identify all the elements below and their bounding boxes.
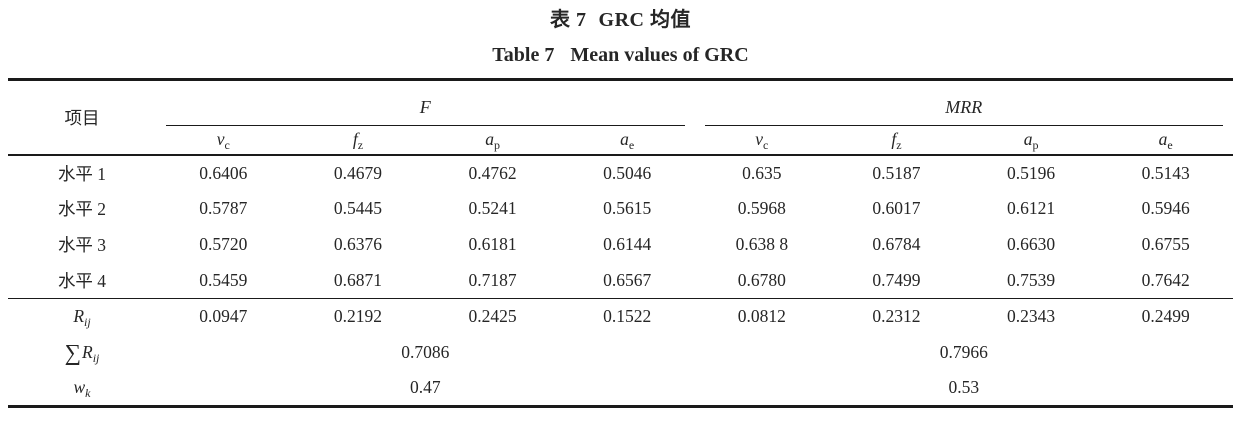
data-cell: 0.5615 <box>603 198 652 218</box>
header-col-f-ae: ae <box>559 125 695 156</box>
header-col-mrr-ae: ae <box>1098 125 1233 156</box>
data-cell: 0.5459 <box>199 269 248 290</box>
row-label: 水平 4 <box>57 270 107 291</box>
weight-f-cell: 0.47 <box>409 377 441 398</box>
header-group-row: 项目 F MRR <box>8 79 1234 156</box>
data-cell: 0.4762 <box>468 162 517 183</box>
header-col-f-fz: fz <box>290 125 426 156</box>
table-row-level-4: 水平 4 0.5459 0.6871 0.7187 0.6567 0.6780 0.7499… <box>8 263 1233 299</box>
header-sub-row: vc fz ap ae vc fz ap ae <box>8 125 1233 156</box>
sum-f-cell: 0.7086 <box>401 342 450 362</box>
row-label: 水平 2 <box>57 199 107 219</box>
data-cell: 0.0812 <box>694 298 830 335</box>
data-cell: 0.5241 <box>468 198 517 218</box>
table-row-range: Rij 0.0947 0.2192 0.2425 0.1522 0.0812 0.2312 0… <box>8 298 1233 335</box>
table-caption-en-number: Table 7 <box>492 44 555 66</box>
header-item-label: 项目 <box>64 107 100 128</box>
data-cell: 0.5445 <box>333 198 382 218</box>
table-caption-en-text: Mean values of GRC <box>570 44 749 66</box>
data-cell: 0.7499 <box>872 269 921 290</box>
data-cell: 0.6406 <box>199 162 248 183</box>
header-group-f-label: F <box>166 89 685 126</box>
data-cell: 0.6121 <box>1007 198 1056 218</box>
header-col-mrr-vc: vc <box>694 125 830 156</box>
header-group-f: F <box>156 80 695 126</box>
data-cell: 0.5787 <box>199 198 248 218</box>
data-cell: 0.4679 <box>333 162 382 183</box>
data-cell: 0.7187 <box>468 269 517 290</box>
data-cell: 0.2499 <box>1098 298 1233 335</box>
data-cell: 0.2343 <box>963 298 1099 335</box>
data-cell: 0.5946 <box>1141 198 1190 218</box>
data-cell: 0.6871 <box>333 269 382 290</box>
data-cell: 0.6630 <box>1007 234 1056 254</box>
data-cell: 0.6755 <box>1141 234 1190 254</box>
row-label-sum: ∑Rij <box>64 339 100 365</box>
data-cell: 0.1522 <box>559 298 695 335</box>
row-label-range: Rij <box>8 298 156 335</box>
table-row-sum: ∑Rij 0.7086 0.7966 <box>8 335 1233 371</box>
header-col-f-vc: vc <box>156 125 291 156</box>
data-cell: 0.5196 <box>1007 162 1056 183</box>
data-cell: 0.0947 <box>156 298 291 335</box>
data-cell: 0.635 <box>742 162 782 183</box>
data-cell: 0.7539 <box>1007 269 1056 290</box>
paper-table-figure: 表 7 GRC 均值 Table 7 Mean values of GRC 项目 F… <box>8 8 1233 408</box>
header-group-mrr-label: MRR <box>704 89 1223 126</box>
table-row-level-1: 水平 1 0.6406 0.4679 0.4762 0.5046 0.635 0.5187 0… <box>8 155 1233 191</box>
data-cell: 0.5187 <box>872 162 921 183</box>
data-cell: 0.5046 <box>603 162 652 183</box>
data-cell: 0.638 8 <box>735 234 789 254</box>
header-col-mrr-fz: fz <box>829 125 964 156</box>
header-col-mrr-ap: ap <box>963 125 1099 156</box>
table-row-level-2: 水平 2 0.5787 0.5445 0.5241 0.5615 0.5968 0.6017… <box>8 191 1233 227</box>
header-col-f-ap: ap <box>425 125 560 156</box>
data-cell: 0.5143 <box>1141 162 1190 183</box>
data-cell: 0.2312 <box>829 298 964 335</box>
table-row-level-3: 水平 3 0.5720 0.6376 0.6181 0.6144 0.638 8 0.678… <box>8 227 1233 263</box>
table-caption-cn-text: GRC 均值 <box>598 9 691 31</box>
sum-mrr-cell: 0.7966 <box>939 342 988 362</box>
data-cell: 0.6181 <box>468 234 517 254</box>
weight-mrr-cell: 0.53 <box>948 377 980 398</box>
table-caption-en: Table 7 Mean values of GRC <box>8 43 1233 67</box>
data-cell: 0.5720 <box>199 234 248 254</box>
data-cell: 0.6567 <box>603 269 652 290</box>
table-row-weight: wk 0.47 0.53 <box>8 371 1233 407</box>
header-group-mrr: MRR <box>695 80 1234 126</box>
data-cell: 0.2192 <box>290 298 426 335</box>
row-label: 水平 1 <box>57 163 107 184</box>
grc-mean-values-table: 项目 F MRR vc fz ap ae vc fz ap ae 水平 1 0.6… <box>8 78 1233 408</box>
data-cell: 0.6784 <box>872 234 921 254</box>
data-cell: 0.7642 <box>1141 269 1190 290</box>
data-cell: 0.6780 <box>737 269 786 290</box>
data-cell: 0.6376 <box>333 234 382 254</box>
data-cell: 0.6017 <box>872 198 921 218</box>
table-caption-cn-number: 表 7 <box>550 9 587 31</box>
data-cell: 0.5968 <box>737 198 786 218</box>
table-caption-cn: 表 7 GRC 均值 <box>8 8 1233 32</box>
sum-sign: ∑ <box>64 339 82 365</box>
row-label-weight: wk <box>73 377 91 401</box>
header-item-column: 项目 <box>8 79 156 156</box>
data-cell: 0.6144 <box>603 234 652 254</box>
row-label: 水平 3 <box>57 235 107 255</box>
data-cell: 0.2425 <box>425 298 560 335</box>
